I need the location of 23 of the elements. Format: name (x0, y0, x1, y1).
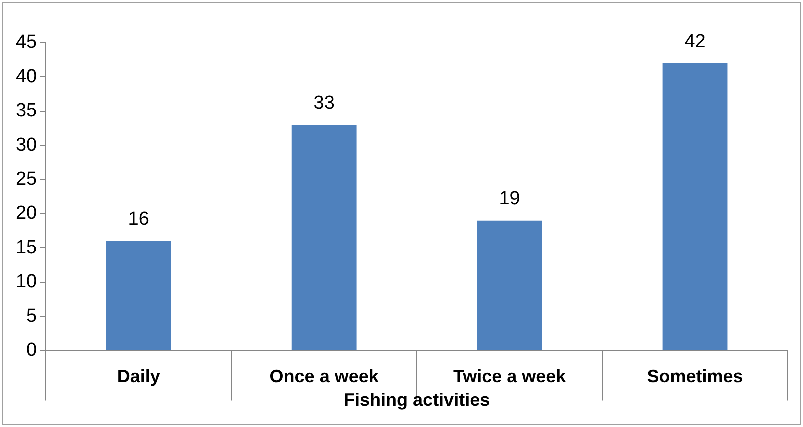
x-tick-label: Sometimes (647, 366, 744, 387)
bar (477, 220, 542, 350)
y-tick-label: 0 (26, 340, 38, 362)
data-label: 19 (499, 188, 520, 210)
bar (106, 241, 172, 350)
y-tick-label: 10 (16, 272, 38, 293)
y-tick-label: 20 (16, 203, 38, 224)
data-label: 33 (314, 92, 335, 114)
y-tick-label: 40 (16, 66, 38, 88)
y-tick-label: 25 (16, 169, 38, 190)
x-tick-label: Twice a week (453, 366, 568, 387)
y-tick-label: 5 (26, 306, 38, 327)
x-tick-label: Daily (117, 366, 160, 387)
x-axis-title: Fishing activities (344, 390, 490, 410)
y-tick-label: 30 (16, 134, 38, 156)
y-tick-label: 15 (16, 237, 38, 258)
bar (292, 125, 357, 350)
x-tick-label: Once a week (270, 366, 380, 387)
y-tick-label: 45 (16, 32, 38, 54)
data-label: 42 (684, 31, 706, 52)
data-label: 16 (128, 209, 150, 230)
y-tick-label: 35 (16, 100, 38, 122)
bar (662, 64, 728, 350)
